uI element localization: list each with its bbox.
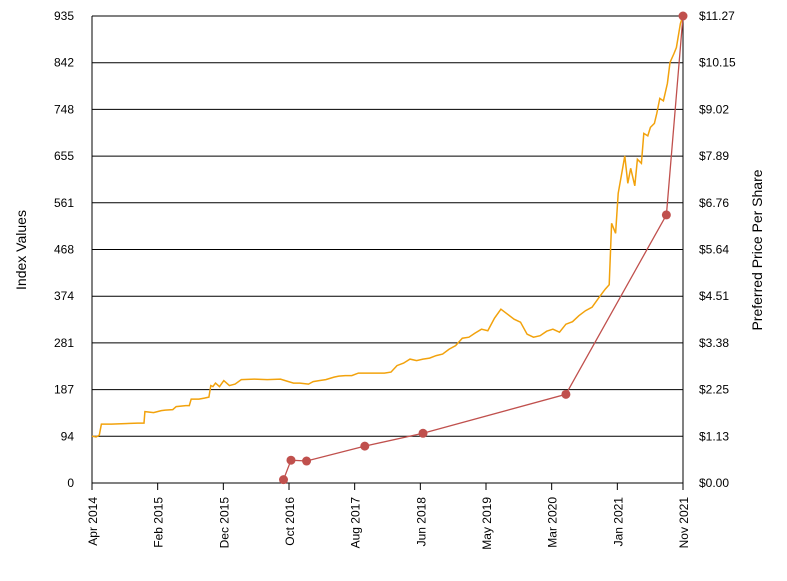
gridlines [91,15,684,484]
x-tick-label: Feb 2015 [152,497,166,548]
left-tick-label: 374 [54,289,74,303]
right-tick-label: $9.02 [699,102,729,116]
x-tick-label: Oct 2016 [283,497,297,546]
price-point-marker [561,389,571,399]
x-tick-label: Dec 2015 [217,497,231,549]
price-series-line [282,15,684,480]
left-tick-label: 94 [61,429,75,443]
right-axis-ticks: $0.00 $1.13 $2.25 $3.38 $4.51 $5.64 $6.76 $7.89… [699,9,736,490]
right-tick-label: $3.38 [699,336,729,350]
left-tick-label: 468 [54,243,74,257]
price-point-marker [360,441,370,451]
right-tick-label: $6.76 [699,196,729,210]
right-tick-label: $7.89 [699,149,729,163]
price-point-marker [286,455,296,465]
x-tick-label: Jun 2018 [414,497,428,547]
left-tick-label: 561 [54,196,74,210]
price-point-marker [661,210,671,220]
series-layer [91,11,688,485]
x-tick-label: Jan 2021 [611,497,625,547]
price-point-marker [418,428,428,438]
left-axis-ticks: 0 94 187 281 374 468 561 655 748 842 935 [54,9,74,490]
left-tick-label: 655 [54,149,74,163]
x-tick-label: Apr 2014 [86,497,100,546]
price-point-marker [279,475,289,485]
right-axis-title: Preferred Price Per Share [749,169,765,330]
left-tick-label: 281 [54,336,74,350]
left-tick-label: 187 [54,383,74,397]
right-tick-label: $5.64 [699,243,729,257]
right-tick-label: $4.51 [699,289,729,303]
x-tick-label: Nov 2021 [677,497,691,549]
x-tick-label: Aug 2017 [349,497,363,549]
right-tick-label: $10.15 [699,56,736,70]
right-tick-label: $2.25 [699,383,729,397]
left-tick-label: 842 [54,56,74,70]
index-series-line [91,15,684,438]
x-tick-label: Mar 2020 [546,497,560,548]
right-tick-label: $0.00 [699,476,729,490]
left-tick-label: 0 [67,476,74,490]
left-axis-title: Index Values [13,210,29,290]
price-point-marker [302,456,312,466]
right-tick-label: $11.27 [699,9,735,23]
right-tick-label: $1.13 [699,429,729,443]
left-tick-label: 748 [54,102,74,116]
price-point-marker [678,11,688,21]
x-tick-label: May 2019 [480,497,494,550]
left-tick-label: 935 [54,9,74,23]
x-axis-ticks: Apr 2014 Feb 2015 Dec 2015 Oct 2016 Aug 2017… [86,483,691,550]
